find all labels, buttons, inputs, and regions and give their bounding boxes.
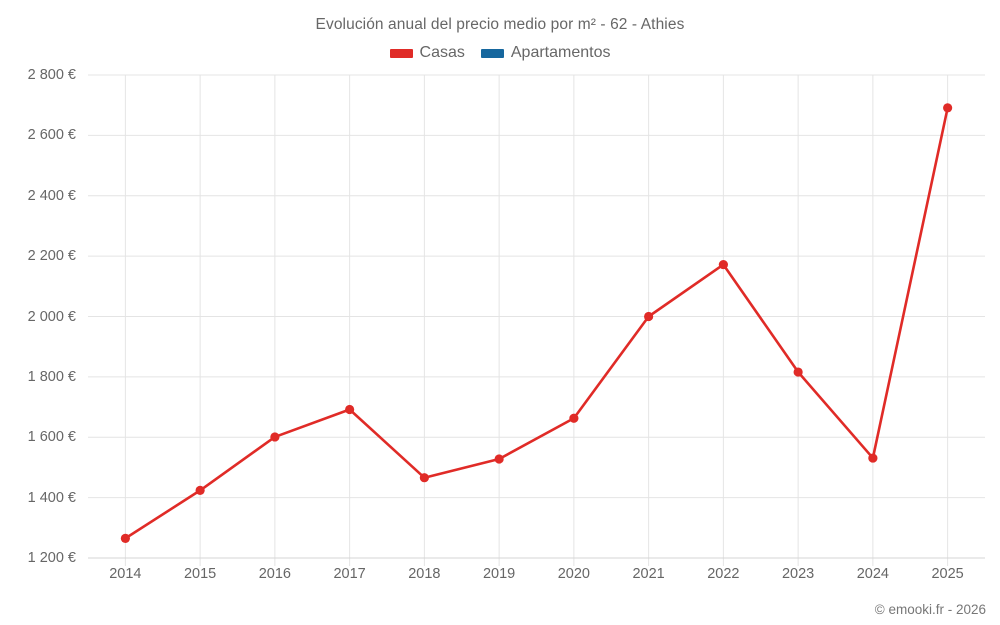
- data-point[interactable]: [494, 454, 504, 464]
- y-tick-label: 2 800 €: [27, 67, 76, 83]
- legend-label-casas: Casas: [419, 44, 465, 61]
- data-point[interactable]: [195, 485, 205, 495]
- data-point[interactable]: [345, 404, 355, 415]
- data-point[interactable]: [419, 473, 429, 483]
- y-tick-label: 2 600 €: [27, 127, 76, 144]
- data-point[interactable]: [718, 259, 728, 270]
- y-tick-label: 2 000 €: [27, 308, 76, 325]
- footer-copyright: © emooki.fr - 2026: [874, 602, 986, 617]
- y-axis-labels: 1 200 € 1 400 € 1 600 € 1 800 € 2 000 € 2 200…: [0, 0, 76, 625]
- legend-swatch-casas: [389, 48, 413, 58]
- x-tick-label: 2019: [482, 566, 516, 582]
- data-point[interactable]: [943, 103, 953, 113]
- chart-legend: Casas Apartamentos: [0, 44, 1000, 62]
- data-point[interactable]: [793, 367, 803, 377]
- x-tick-label: 2014: [109, 566, 142, 582]
- y-tick-label: 1 800 €: [27, 368, 76, 385]
- x-tick-label: 2017: [333, 566, 366, 582]
- y-tick-label: 2 400 €: [27, 187, 76, 204]
- x-tick-label: 2023: [781, 566, 815, 582]
- x-tick-label: 2020: [557, 566, 591, 582]
- data-point[interactable]: [644, 311, 654, 322]
- x-tick-label: 2016: [258, 566, 292, 582]
- data-point[interactable]: [569, 413, 579, 423]
- x-tick-label: 2021: [632, 566, 665, 582]
- y-tick-label: 1 200 €: [27, 550, 76, 566]
- legend-item-casas[interactable]: Casas: [389, 44, 465, 62]
- x-tick-label: 2024: [856, 566, 890, 582]
- y-tick-label: 1 600 €: [27, 429, 76, 446]
- x-tick-label: 2022: [707, 566, 740, 582]
- x-tick-label: 2018: [408, 566, 441, 582]
- data-point[interactable]: [270, 432, 280, 442]
- data-point[interactable]: [120, 533, 130, 543]
- legend-swatch-apartamentos: [480, 48, 504, 58]
- x-tick-label: 2015: [183, 566, 217, 582]
- y-tick-label: 2 200 €: [27, 248, 76, 265]
- x-tick-label: 2025: [931, 566, 964, 582]
- chart-title: Evolución anual del precio medio por m² …: [315, 16, 685, 33]
- y-tick-label: 1 400 €: [27, 489, 76, 506]
- legend-item-apartamentos[interactable]: Apartamentos: [480, 44, 611, 62]
- series-line-casas: [124, 106, 949, 540]
- data-point[interactable]: [868, 453, 878, 463]
- legend-label-apartamentos: Apartamentos: [510, 44, 611, 61]
